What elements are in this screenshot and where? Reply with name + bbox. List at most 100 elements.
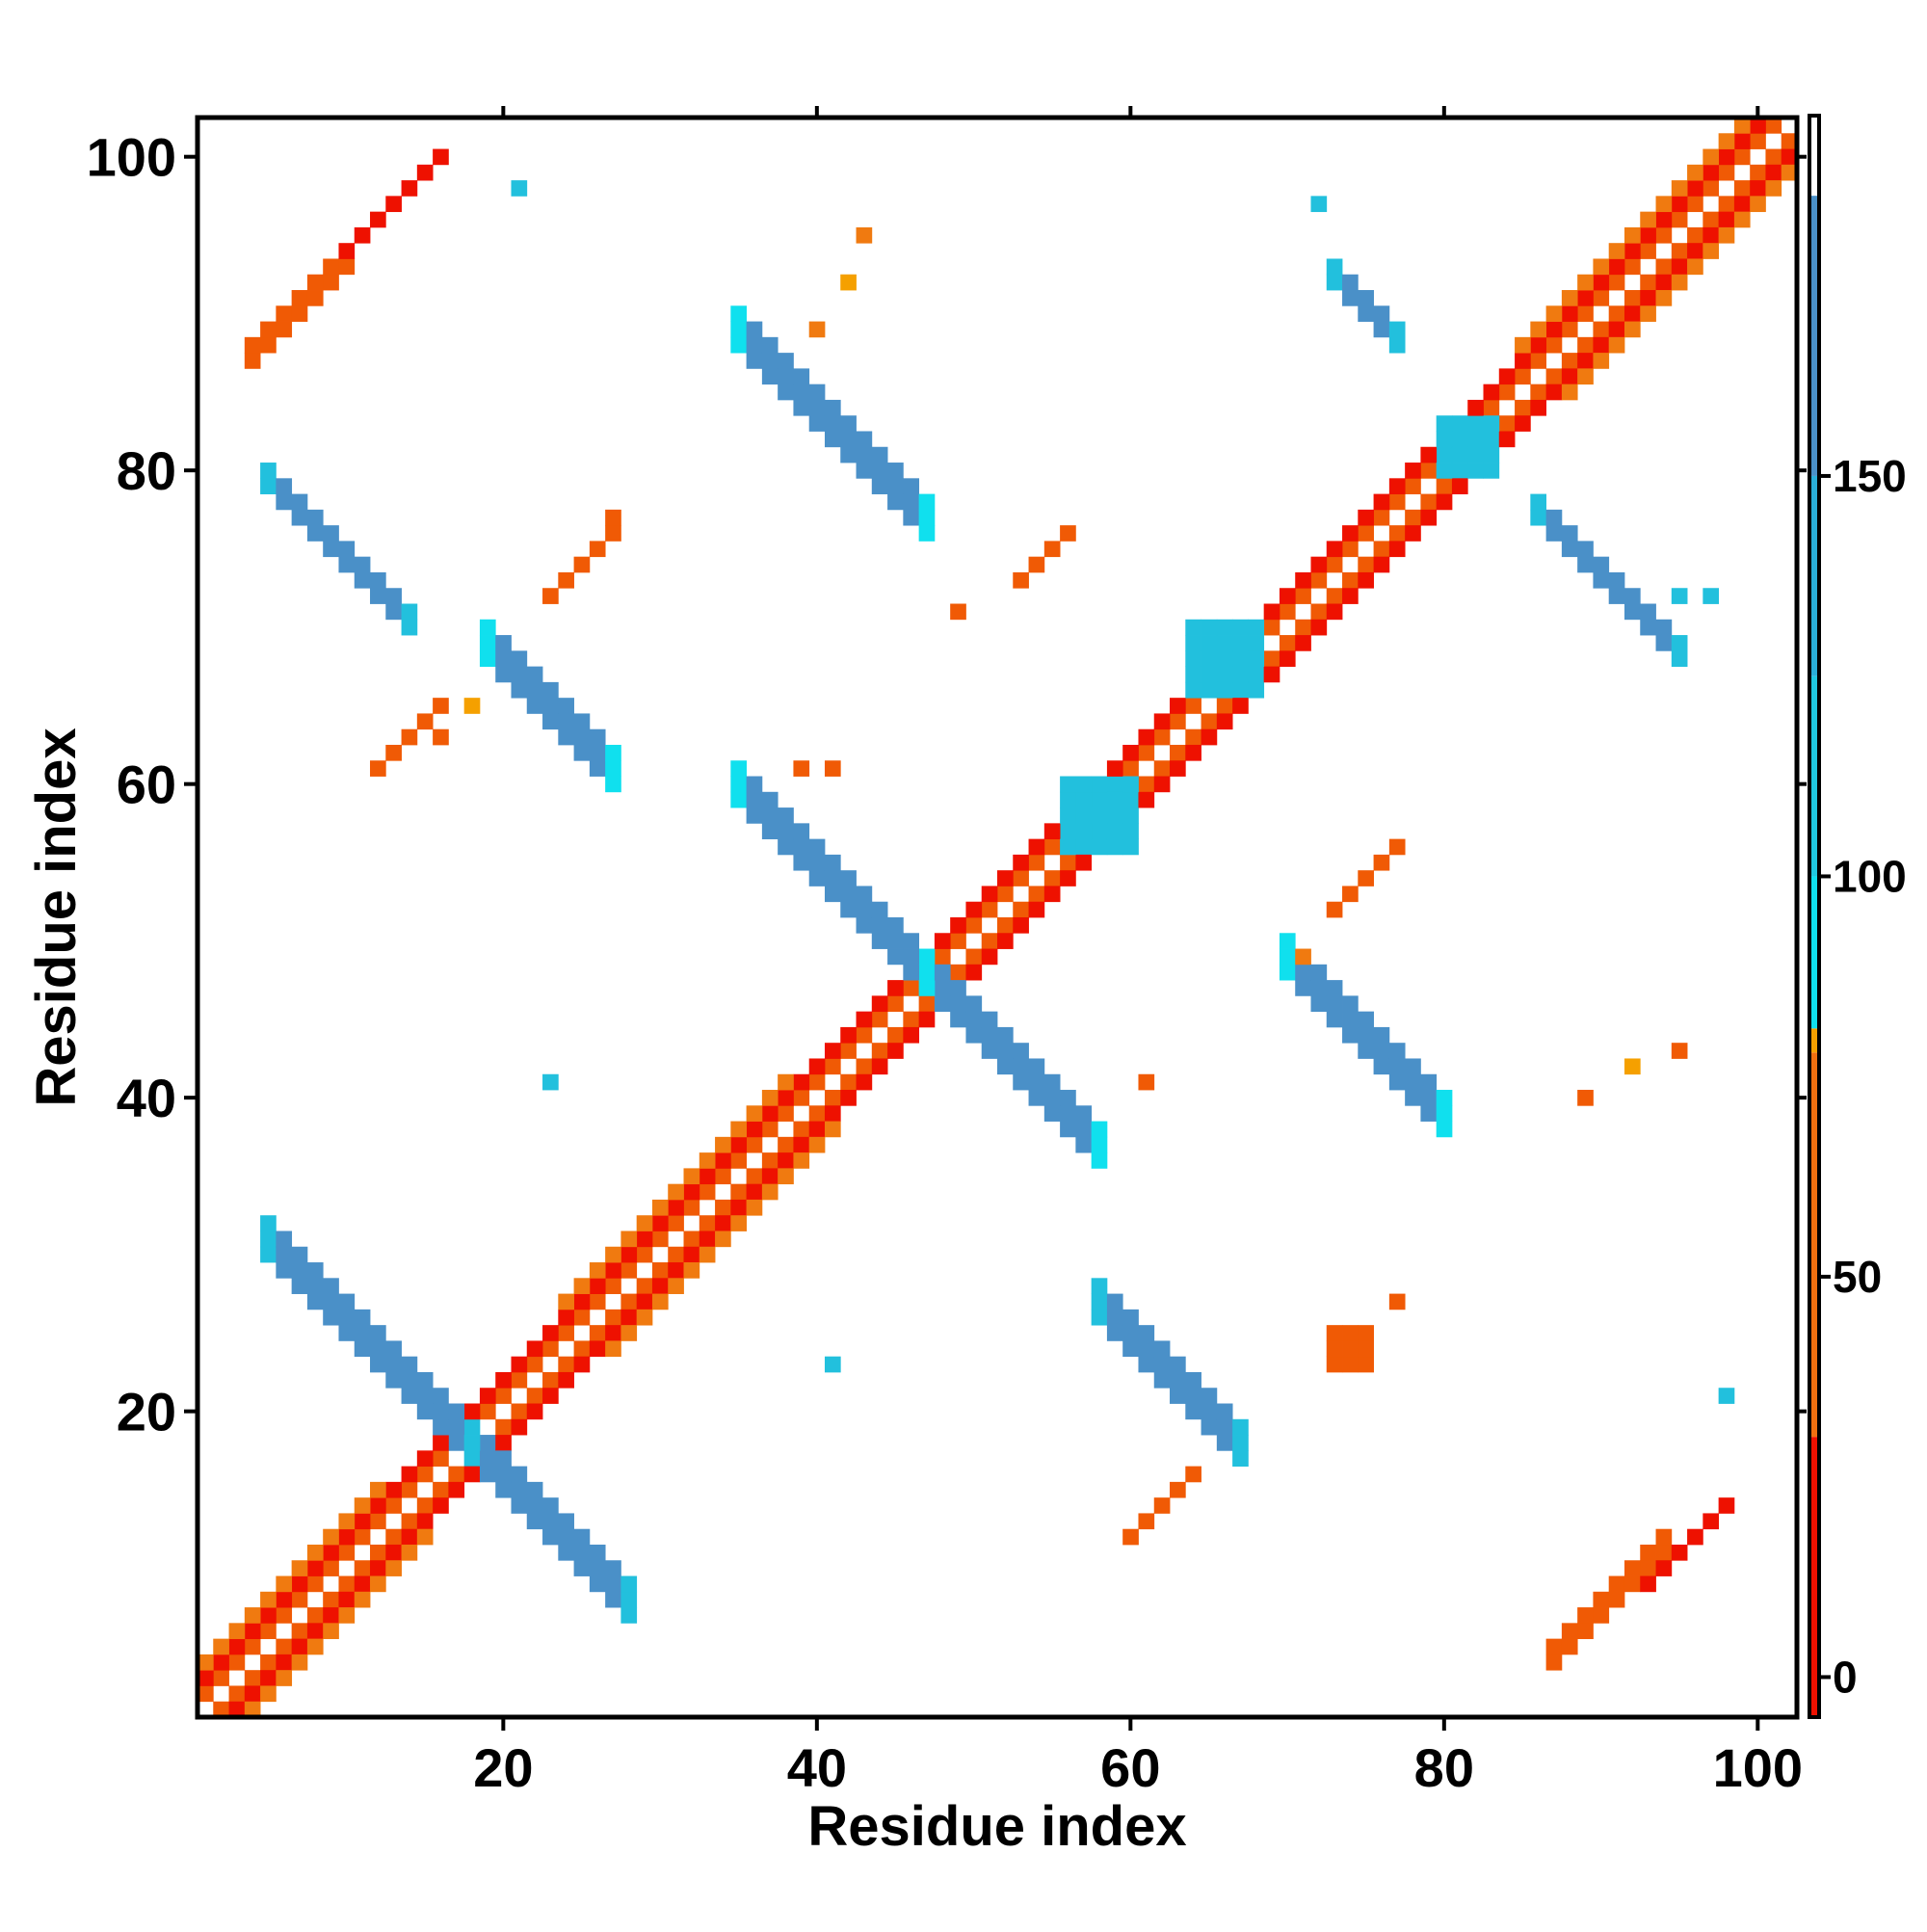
heatmap-cell (1718, 1497, 1735, 1514)
heatmap-cell (1718, 211, 1735, 228)
heatmap-cell (793, 1152, 810, 1169)
heatmap-cell (965, 917, 983, 934)
heatmap-cell (1216, 1403, 1233, 1420)
heatmap-cell (1122, 1528, 1139, 1546)
heatmap-cell (511, 666, 528, 683)
heatmap-cell (479, 1466, 496, 1483)
heatmap-cell (542, 1371, 559, 1389)
heatmap-cell (1483, 463, 1500, 479)
heatmap-cell (323, 1591, 339, 1608)
heatmap-cell (401, 619, 418, 636)
heatmap-cell (1703, 164, 1720, 181)
heatmap-cell (824, 1058, 841, 1075)
heatmap-cell (778, 838, 794, 856)
heatmap-cell (1106, 791, 1123, 808)
heatmap-cell (1326, 995, 1343, 1013)
heatmap-cell (1075, 838, 1093, 856)
y-axis: 20 40 60 80 100 (87, 127, 1807, 1442)
heatmap-cell (605, 1340, 621, 1358)
heatmap-cell (1310, 980, 1328, 996)
heatmap-cell (1153, 776, 1171, 793)
heatmap-cell (338, 1544, 356, 1561)
heatmap-cell (433, 728, 449, 746)
heatmap-cell (1733, 133, 1751, 149)
heatmap-cell (401, 1513, 418, 1530)
heatmap-cell (950, 1011, 966, 1028)
heatmap-cell (605, 744, 621, 761)
heatmap-cell (1608, 274, 1625, 291)
heatmap-cell (746, 1105, 763, 1122)
heatmap-cell (871, 995, 888, 1013)
heatmap-cell (651, 1199, 669, 1216)
heatmap-cell (495, 635, 512, 651)
heatmap-cell (1170, 1356, 1186, 1373)
heatmap-cell (306, 509, 324, 526)
heatmap-cell (244, 1623, 261, 1640)
heatmap-cell (1687, 164, 1703, 181)
heatmap-cell (808, 854, 826, 871)
x-tick-label: 80 (1414, 1737, 1474, 1798)
heatmap-cell (1623, 588, 1641, 604)
heatmap-cell (1091, 1136, 1108, 1153)
y-tick-label: 60 (117, 754, 176, 815)
heatmap-cell (871, 933, 888, 949)
heatmap-cell (1201, 713, 1218, 730)
heatmap-cell (385, 1481, 402, 1498)
heatmap-cell (824, 399, 841, 416)
heatmap-cell (1703, 1513, 1720, 1530)
heatmap-cell (651, 1278, 669, 1294)
heatmap-cell (1703, 180, 1720, 197)
heatmap-cell (778, 1168, 794, 1185)
heatmap-cell (808, 1136, 826, 1153)
heatmap-cell (370, 1575, 386, 1593)
heatmap-cell (479, 1388, 496, 1404)
heatmap-cell (840, 870, 857, 887)
heatmap-cell (1765, 148, 1782, 166)
heatmap-cell (715, 1152, 731, 1169)
heatmap-cell (338, 1309, 356, 1326)
heatmap-cell (997, 886, 1014, 903)
heatmap-cell (636, 1293, 653, 1310)
heatmap-cell (1467, 431, 1484, 448)
heatmap-cell (1703, 243, 1720, 259)
heatmap-cell (323, 1528, 339, 1546)
heatmap-cell (934, 933, 951, 949)
heatmap-cell (1388, 336, 1406, 354)
heatmap-cell (761, 368, 779, 385)
heatmap-cell (306, 1544, 324, 1561)
heatmap-cell (605, 1325, 621, 1341)
heatmap-cell (526, 1513, 543, 1530)
heatmap-cell (1279, 948, 1296, 966)
heatmap-cell (715, 1215, 731, 1231)
y-tick-label: 100 (87, 127, 176, 188)
heatmap-cell (730, 1183, 747, 1201)
heatmap-cell (1106, 776, 1123, 793)
heatmap-cell (1640, 226, 1656, 244)
heatmap-cell (1388, 838, 1406, 856)
heatmap-cell (291, 1654, 308, 1671)
heatmap-cell (1420, 463, 1438, 479)
heatmap-cell (997, 1058, 1014, 1075)
heatmap-cell (1530, 384, 1546, 401)
heatmap-cell (1718, 133, 1735, 149)
heatmap-cell (1358, 556, 1374, 573)
heatmap-cell (950, 995, 966, 1013)
heatmap-cell (511, 1481, 528, 1498)
heatmap-cell (1577, 541, 1594, 558)
heatmap-cell (354, 1309, 371, 1326)
heatmap-cell (1577, 1090, 1594, 1106)
heatmap-cell (636, 1231, 653, 1248)
heatmap-cell (668, 1262, 684, 1279)
heatmap-cell (1388, 493, 1406, 511)
heatmap-cell (1013, 854, 1029, 871)
heatmap-cell (260, 321, 277, 338)
heatmap-cell (840, 1043, 857, 1059)
heatmap-cell (338, 1591, 356, 1608)
heatmap-cell (1122, 807, 1139, 824)
heatmap-cell (1075, 854, 1093, 871)
heatmap-cell (620, 1591, 638, 1608)
heatmap-cell (1640, 1544, 1656, 1561)
heatmap-cell (1608, 571, 1625, 589)
heatmap-cell (1655, 274, 1673, 291)
